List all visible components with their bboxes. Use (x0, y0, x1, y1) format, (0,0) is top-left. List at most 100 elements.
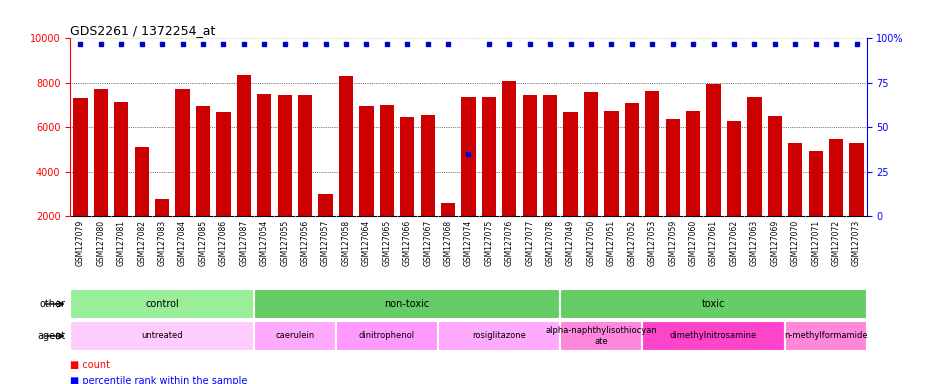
Text: rosiglitazone: rosiglitazone (472, 331, 525, 341)
Text: GSM127059: GSM127059 (667, 220, 677, 266)
Bar (437, 321, 560, 351)
Text: GSM127058: GSM127058 (341, 220, 350, 266)
Text: GSM127083: GSM127083 (157, 220, 167, 266)
Bar (114, 102, 128, 260)
Bar (379, 105, 393, 260)
Text: GSM127061: GSM127061 (709, 220, 717, 266)
Bar (461, 97, 475, 260)
Bar (746, 97, 761, 260)
Bar (481, 97, 495, 260)
Bar (256, 94, 271, 260)
Text: GSM127085: GSM127085 (198, 220, 207, 266)
Bar (543, 95, 557, 260)
Bar (784, 321, 866, 351)
Text: GSM127072: GSM127072 (831, 220, 840, 266)
Text: GSM127060: GSM127060 (688, 220, 697, 266)
Text: GSM127065: GSM127065 (382, 220, 391, 266)
Text: GSM127076: GSM127076 (505, 220, 513, 266)
Text: GSM127086: GSM127086 (219, 220, 227, 266)
Text: GSM127073: GSM127073 (851, 220, 860, 266)
Text: GSM127062: GSM127062 (729, 220, 738, 266)
Bar (400, 117, 414, 260)
Bar (318, 194, 332, 260)
Bar (358, 106, 373, 260)
Text: GSM127055: GSM127055 (280, 220, 289, 266)
Text: GSM127053: GSM127053 (647, 220, 656, 266)
Text: dimethylnitrosamine: dimethylnitrosamine (669, 331, 756, 341)
Bar (828, 139, 842, 260)
Bar (420, 115, 434, 260)
Text: GSM127054: GSM127054 (259, 220, 269, 266)
Text: toxic: toxic (701, 299, 724, 309)
Text: untreated: untreated (141, 331, 183, 341)
Bar (641, 321, 784, 351)
Bar (767, 116, 782, 260)
Bar (522, 95, 536, 260)
Text: alpha-naphthylisothiocyan
ate: alpha-naphthylisothiocyan ate (545, 326, 656, 346)
Text: GSM127066: GSM127066 (402, 220, 411, 266)
Bar (808, 151, 822, 260)
Bar (441, 203, 455, 260)
Bar (665, 119, 680, 260)
Bar (254, 289, 560, 319)
Text: agent: agent (37, 331, 66, 341)
Bar (277, 95, 291, 260)
Text: GSM127052: GSM127052 (627, 220, 636, 266)
Text: GSM127069: GSM127069 (769, 220, 779, 266)
Bar (560, 289, 866, 319)
Text: n-methylformamide: n-methylformamide (783, 331, 867, 341)
Bar (787, 143, 801, 260)
Text: GSM127068: GSM127068 (443, 220, 452, 266)
Text: GSM127064: GSM127064 (361, 220, 371, 266)
Bar (254, 321, 335, 351)
Bar (624, 103, 638, 260)
Text: GSM127050: GSM127050 (586, 220, 595, 266)
Bar (645, 91, 659, 260)
Bar (706, 84, 720, 260)
Bar (196, 106, 210, 260)
Text: GSM127057: GSM127057 (321, 220, 329, 266)
Text: ■ percentile rank within the sample: ■ percentile rank within the sample (70, 376, 247, 384)
Bar (563, 112, 578, 260)
Text: GSM127056: GSM127056 (300, 220, 309, 266)
Bar (154, 199, 169, 260)
Text: GSM127080: GSM127080 (96, 220, 105, 266)
Text: GSM127071: GSM127071 (811, 220, 819, 266)
Bar (73, 98, 88, 260)
Text: GSM127084: GSM127084 (178, 220, 187, 266)
Bar (298, 95, 312, 260)
Text: GSM127063: GSM127063 (749, 220, 758, 266)
Text: GSM127077: GSM127077 (525, 220, 534, 266)
Bar (726, 121, 740, 260)
Text: dinitrophenol: dinitrophenol (358, 331, 415, 341)
Text: caerulein: caerulein (275, 331, 314, 341)
Text: GSM127075: GSM127075 (484, 220, 493, 266)
Text: GSM127079: GSM127079 (76, 220, 85, 266)
Bar (604, 111, 618, 260)
Bar (583, 92, 597, 260)
Text: GSM127078: GSM127078 (545, 220, 554, 266)
Text: ■ count: ■ count (70, 360, 110, 370)
Bar (685, 111, 699, 260)
Bar (237, 75, 251, 260)
Text: GDS2261 / 1372254_at: GDS2261 / 1372254_at (70, 24, 215, 37)
Bar (175, 89, 189, 260)
Text: GSM127082: GSM127082 (137, 220, 146, 266)
Text: GSM127070: GSM127070 (790, 220, 799, 266)
Text: GSM127074: GSM127074 (463, 220, 473, 266)
Text: GSM127067: GSM127067 (423, 220, 431, 266)
Text: control: control (145, 299, 179, 309)
Text: GSM127051: GSM127051 (607, 220, 615, 266)
Bar (216, 112, 230, 260)
Bar (94, 89, 108, 260)
Bar (70, 321, 254, 351)
Text: GSM127049: GSM127049 (565, 220, 575, 266)
Text: other: other (39, 299, 66, 309)
Bar (560, 321, 641, 351)
Text: GSM127081: GSM127081 (117, 220, 125, 266)
Bar (848, 143, 863, 260)
Text: GSM127087: GSM127087 (239, 220, 248, 266)
Bar (135, 147, 149, 260)
Text: non-toxic: non-toxic (384, 299, 430, 309)
Bar (70, 289, 254, 319)
